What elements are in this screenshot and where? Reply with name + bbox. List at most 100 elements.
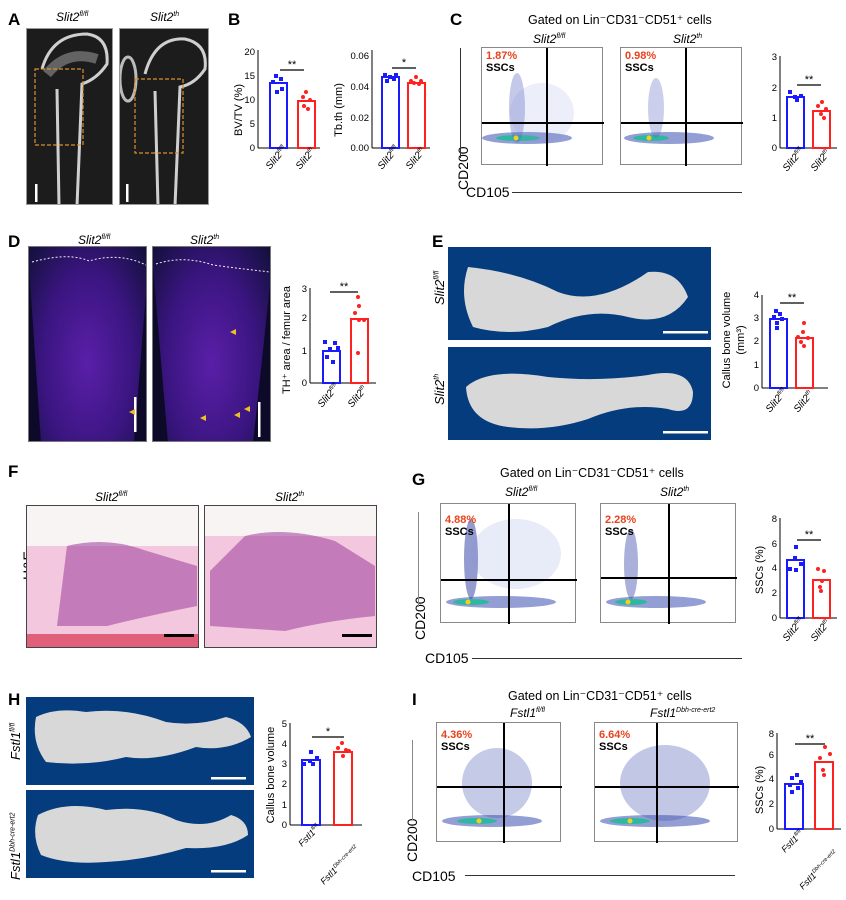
svg-text:3: 3 [772, 52, 777, 63]
panel-label-b: B [228, 10, 241, 29]
svg-text:0: 0 [754, 383, 759, 394]
svg-text:2: 2 [754, 336, 759, 347]
svg-text:0: 0 [302, 378, 307, 389]
panel-label-i: I [412, 690, 417, 709]
panel-label-f: F [8, 462, 19, 481]
facs-c-thko-percent: 0.98% [625, 50, 657, 62]
svg-text:4: 4 [282, 739, 287, 750]
svg-text:TH⁺ area / femur area: TH⁺ area / femur area [281, 285, 293, 394]
panel-label-d: D [8, 232, 21, 251]
facs-plot-i-control: 4.36% SSCs [436, 722, 562, 843]
svg-text:*: * [402, 57, 407, 69]
chart-e-callus-volume: Callus bone volume (mm³) 0 1 2 3 4 ** Slit2f… [721, 290, 828, 415]
svg-text:0: 0 [282, 820, 287, 831]
svg-text:3: 3 [302, 284, 307, 295]
facs-g-thko-gate-label: SSCs [605, 526, 634, 538]
svg-text:Fstl1Dbh-cre-ert2: Fstl1Dbh-cre-ert2 [318, 844, 361, 887]
panel-i-title-mut: Fstl1Dbh-cre-ert2 [650, 706, 716, 720]
immunofluorescence-image-control [28, 246, 147, 442]
panel-a-title-mut: Slit2th [150, 10, 180, 24]
panel-h-row-mut: Fstl1Dbh-cre-ert2 [8, 812, 23, 880]
svg-text:1: 1 [302, 346, 307, 357]
facs-c-control-gate-label: SSCs [486, 62, 515, 74]
svg-text:6: 6 [772, 539, 777, 550]
panel-c-title-mut: Slit2th [673, 32, 703, 46]
panel-g-title-ctrl: Slit2fl/fl [505, 485, 538, 499]
microct-image-control [26, 28, 113, 205]
svg-text:SSCs (%): SSCs (%) [755, 546, 766, 594]
svg-text:0.04: 0.04 [351, 82, 370, 93]
panel-f-title-mut: Slit2th [275, 490, 305, 504]
svg-text:20: 20 [244, 47, 255, 58]
facs-i-x-axis: CD105 [412, 868, 456, 884]
facs-i-dbh-gate-label: SSCs [599, 741, 628, 753]
panel-label-h: H [8, 690, 21, 709]
facs-plot-g-thko: 2.28% SSCs [600, 503, 737, 624]
svg-text:2: 2 [769, 799, 774, 810]
svg-text:2: 2 [302, 313, 307, 324]
svg-text:1: 1 [282, 800, 287, 811]
facs-g-thko-percent: 2.28% [605, 514, 637, 526]
panel-c-title-ctrl: Slit2fl/fl [533, 32, 566, 46]
panel-label-g: G [412, 470, 426, 489]
facs-g-control-percent: 4.88% [445, 514, 477, 526]
panel-e-row-ctrl: Slit2fl/fl [432, 270, 447, 305]
chart-d-th-area: TH⁺ area / femur area 0 1 2 3 ** Slit2fl/fl… [281, 281, 376, 410]
panel-g-title-mut: Slit2th [660, 485, 690, 499]
svg-text:4: 4 [769, 774, 774, 785]
svg-text:1: 1 [754, 360, 759, 371]
svg-text:Callus bone volume: Callus bone volume [265, 727, 277, 824]
svg-text:2: 2 [282, 779, 287, 790]
svg-text:15: 15 [244, 71, 255, 82]
he-histology-control [26, 505, 199, 648]
panel-label-c: C [450, 10, 463, 29]
svg-text:Tb.th (mm): Tb.th (mm) [333, 83, 345, 137]
svg-text:**: ** [340, 281, 349, 293]
microct-image-thko [119, 28, 209, 205]
facs-c-x-axis: CD105 [466, 184, 510, 200]
svg-text:**: ** [805, 529, 814, 541]
svg-text:3: 3 [282, 759, 287, 770]
facs-plot-i-dbh: 6.64% SSCs [594, 722, 739, 843]
facs-i-control-percent: 4.36% [441, 729, 473, 741]
chart-g-sscs: SSCs (%) 0 2 4 6 8 ** Slit2fl/fl Slit2th [755, 514, 837, 644]
svg-text:4: 4 [754, 290, 759, 301]
panel-c-gating-title: Gated on Lin⁻CD31⁻CD51⁺ cells [528, 13, 712, 27]
microct-callus-fstl1-control [26, 697, 254, 785]
svg-text:**: ** [806, 733, 815, 745]
svg-text:*: * [326, 726, 331, 738]
svg-text:**: ** [805, 74, 814, 86]
svg-text:6: 6 [769, 750, 774, 761]
panel-label-a: A [8, 10, 21, 29]
chart-b-tbth: Tb.th (mm) 0.000.020.040.06 * Slit2fl/fl… [333, 50, 430, 172]
svg-text:2: 2 [772, 588, 777, 599]
svg-text:0: 0 [772, 143, 777, 154]
svg-text:**: ** [288, 59, 297, 71]
microct-callus-thko [448, 347, 711, 440]
svg-text:Slit2th: Slit2th [346, 384, 371, 410]
svg-text:0: 0 [769, 824, 774, 835]
svg-text:(mm³): (mm³) [735, 325, 747, 354]
svg-text:5: 5 [282, 719, 287, 730]
svg-text:2: 2 [772, 83, 777, 94]
panel-label-e: E [432, 232, 444, 251]
facs-i-y-axis: CD200 [404, 818, 420, 862]
svg-text:5: 5 [250, 119, 255, 130]
panel-d-title-mut: Slit2th [190, 233, 220, 247]
panel-e-row-mut: Slit2th [432, 373, 447, 405]
svg-text:Slit2th: Slit2th [404, 146, 429, 172]
svg-text:SSCs (%): SSCs (%) [755, 766, 766, 814]
svg-text:1: 1 [772, 113, 777, 124]
facs-g-x-axis: CD105 [425, 650, 469, 666]
svg-text:Slit2th: Slit2th [809, 148, 834, 174]
facs-g-control-gate-label: SSCs [445, 526, 474, 538]
facs-plot-g-control: 4.88% SSCs [440, 503, 577, 624]
svg-text:0: 0 [250, 143, 255, 154]
panel-g-gating-title: Gated on Lin⁻CD31⁻CD51⁺ cells [500, 466, 684, 480]
svg-text:Fstl1fl/fl: Fstl1fl/fl [779, 828, 805, 854]
svg-text:0.00: 0.00 [351, 143, 370, 154]
svg-text:Slit2fl/fl: Slit2fl/fl [316, 382, 342, 410]
svg-text:Slit2th: Slit2th [809, 618, 834, 644]
svg-text:BV/TV (%): BV/TV (%) [233, 84, 245, 136]
